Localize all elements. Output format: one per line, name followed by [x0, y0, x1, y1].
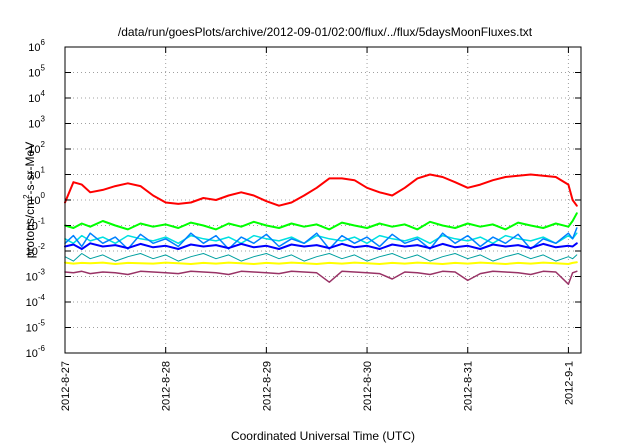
- y-tick-label: 10-3: [26, 268, 46, 284]
- y-tick-label: 10-4: [26, 293, 46, 309]
- y-axis-title-main: protons/cm: [23, 199, 37, 258]
- x-tick-label: 2012-8-29: [261, 361, 273, 411]
- y-tick-base: 10: [28, 119, 40, 131]
- series-line-3: [64, 232, 578, 245]
- y-tick-exponent: -6: [38, 344, 46, 353]
- y-tick-exponent: 6: [41, 38, 46, 47]
- y-tick-exponent: -3: [38, 268, 46, 277]
- y-tick-exponent: 3: [41, 115, 46, 124]
- y-tick-exponent: -4: [38, 293, 46, 302]
- y-tick-label: 106: [28, 38, 45, 54]
- x-axis: 2012-8-27 2012-8-28 2012-8-29 2012-8-30 2012…: [60, 47, 575, 411]
- y-tick-base: 10: [28, 144, 40, 156]
- y-tick-base: 10: [28, 93, 40, 105]
- y-axis: 10610510410310210110010-110-210-310-410-…: [26, 38, 581, 360]
- x-axis-title: Coordinated Universal Time (UTC): [231, 429, 415, 443]
- y-tick-label: 10-6: [26, 344, 46, 360]
- y-tick-base: 10: [26, 348, 38, 360]
- series-line-4: [64, 227, 578, 250]
- y-tick-label: 10-1: [26, 217, 46, 233]
- y-tick-base: 10: [26, 297, 38, 309]
- grid: [64, 46, 581, 354]
- x-tick-label: 2012-8-31: [463, 361, 475, 411]
- plot-frame: [64, 46, 582, 354]
- y-tick-base: 10: [26, 246, 38, 258]
- y-tick-exponent: 1: [41, 166, 46, 175]
- y-tick-label: 105: [28, 64, 45, 80]
- y-tick-exponent: 2: [41, 140, 46, 149]
- x-tick-label: 2012-9-1: [563, 361, 575, 405]
- series-line-1: [64, 173, 578, 207]
- y-tick-base: 10: [26, 221, 38, 233]
- y-tick-base: 10: [26, 323, 38, 335]
- series-line-5: [64, 242, 578, 250]
- y-tick-label: 10-5: [26, 319, 46, 335]
- y-tick-base: 10: [28, 170, 40, 182]
- series-group: [64, 173, 578, 285]
- series-line-8: [64, 270, 578, 285]
- y-tick-base: 10: [26, 272, 38, 284]
- y-tick-label: 102: [28, 140, 45, 156]
- y-tick-label: 103: [28, 115, 45, 131]
- y-tick-base: 10: [28, 42, 40, 54]
- x-tick-label: 2012-8-28: [161, 361, 173, 411]
- x-tick-label: 2012-8-30: [362, 361, 374, 411]
- y-axis-title: protons/cm2-s-sr-MeV: [22, 142, 37, 258]
- y-tick-label: 10-2: [26, 242, 46, 258]
- y-tick-exponent: -1: [38, 217, 46, 226]
- y-tick-exponent: 0: [41, 191, 46, 200]
- y-tick-base: 10: [28, 68, 40, 80]
- y-axis-title-rest: -s-sr-MeV: [23, 142, 37, 195]
- y-axis-title-exponent: 2: [22, 194, 31, 199]
- y-tick-exponent: -2: [38, 242, 46, 251]
- y-tick-exponent: 5: [41, 64, 46, 73]
- y-tick-label: 104: [28, 89, 45, 105]
- y-tick-exponent: 4: [41, 89, 46, 98]
- series-line-7: [64, 261, 578, 265]
- y-tick-label: 101: [28, 166, 45, 182]
- series-line-6: [64, 253, 578, 262]
- y-tick-label: 100: [28, 191, 45, 207]
- chart-title: /data/run/goesPlots/archive/2012-09-01/0…: [118, 25, 533, 39]
- y-tick-exponent: -5: [38, 319, 46, 328]
- y-tick-base: 10: [28, 195, 40, 207]
- series-line-2: [64, 212, 578, 231]
- x-tick-label: 2012-8-27: [60, 361, 72, 411]
